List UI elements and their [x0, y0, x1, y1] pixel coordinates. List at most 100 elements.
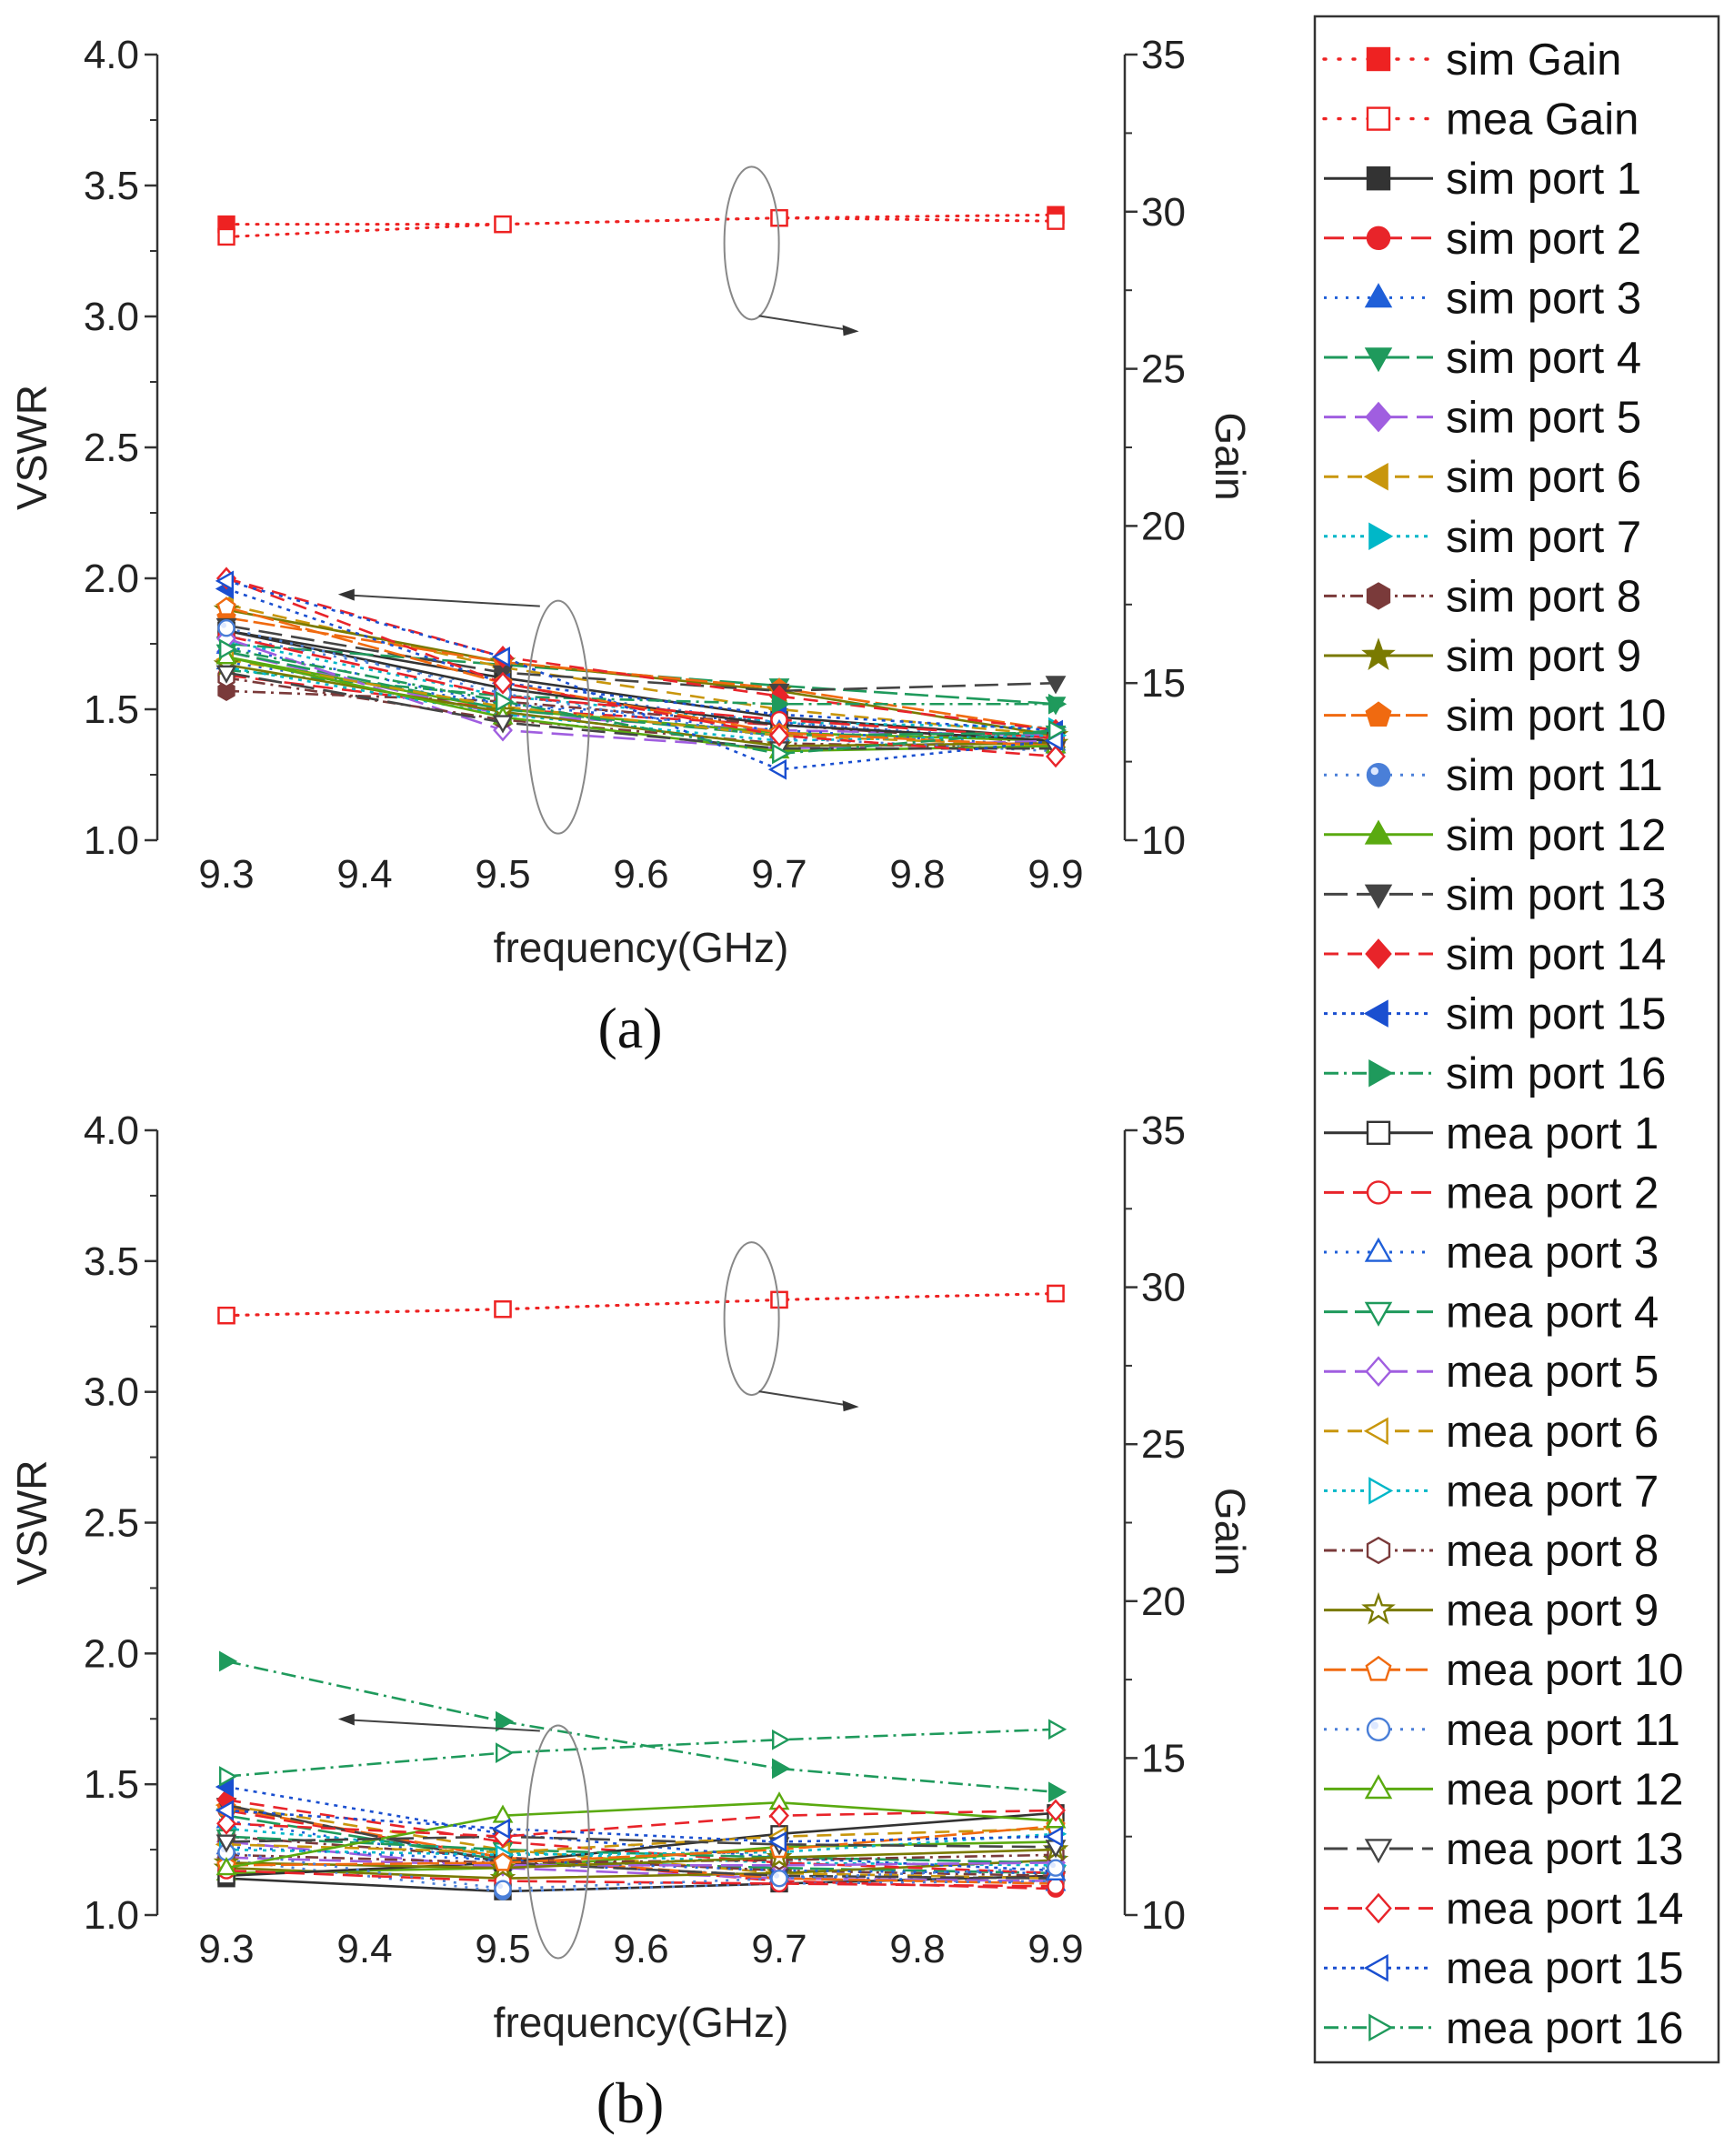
legend-marker-shape [1366, 1180, 1391, 1205]
legend-marker [1364, 347, 1393, 373]
legend-label: mea port 9 [1446, 1587, 1659, 1636]
legend-marker-shape [1363, 462, 1388, 491]
y-tick-label: 1.5 [84, 687, 139, 732]
series-line [226, 668, 1056, 706]
legend-marker-shape [1368, 1058, 1394, 1088]
series-line [226, 1848, 1057, 1870]
data-point-shape [215, 665, 237, 684]
series-line [226, 1809, 1057, 1843]
data-point [1044, 1826, 1064, 1848]
gain-line [225, 1292, 1057, 1318]
y-tick-label: 2.5 [84, 1501, 139, 1546]
data-point-shape [1044, 1826, 1064, 1848]
y2-tick-label: 25 [1141, 347, 1186, 392]
data-point [769, 1804, 789, 1828]
legend-marker [1366, 46, 1391, 72]
chart-panel-b: 1.0 1.5 2.0 2.5 3.0 3.5 4.0 10 15 20 25 30 35 9.3 9.4 9… [8, 1108, 1254, 2135]
legend-item: mea port 5 [1324, 1348, 1659, 1397]
legend-marker [1361, 637, 1396, 670]
data-point-shape [216, 597, 236, 616]
gain-point [494, 215, 512, 234]
legend-marker-shape [1366, 582, 1391, 610]
legend-item: mea port 13 [1324, 1825, 1684, 1874]
series-line [226, 1835, 1057, 1849]
data-point [1047, 1781, 1067, 1803]
legend-label: mea port 14 [1446, 1885, 1684, 1934]
x-tick-label: 9.5 [475, 1927, 530, 1971]
legend-marker [1366, 165, 1391, 191]
x-tick-label: 9.4 [336, 852, 392, 897]
series-line [226, 1824, 1057, 1867]
y2-tick-label: 25 [1141, 1422, 1186, 1467]
gain-point-shape [494, 1300, 512, 1319]
data-point-shape [772, 693, 791, 715]
panel-caption: (b) [596, 2071, 665, 2135]
series-line [226, 1809, 1057, 1839]
legend-marker [1364, 1774, 1393, 1800]
x-tick-label: 9.9 [1027, 852, 1083, 897]
series-line [226, 627, 1057, 753]
legend-marker-highlight [1370, 767, 1379, 776]
data-point [494, 1880, 512, 1898]
legend-marker-shape [1368, 2013, 1394, 2042]
legend-label: sim port 13 [1446, 870, 1666, 919]
legend-marker-shape [1366, 46, 1391, 72]
data-point [218, 1650, 238, 1672]
x-tick-label: 9.6 [613, 852, 668, 897]
y-axis-label: VSWR [8, 385, 55, 510]
y2-tick-label: 10 [1141, 1893, 1186, 1938]
series-line [226, 1835, 1057, 1878]
legend-item: sim port 14 [1324, 930, 1666, 979]
series-line [226, 577, 1057, 758]
legend-item: mea port 9 [1324, 1587, 1659, 1636]
data-point-shape [772, 1758, 791, 1780]
series-mea-port-15 [215, 1800, 1064, 1852]
series-line [226, 1859, 1057, 1880]
legend-marker-shape [1368, 522, 1394, 551]
data-point [1047, 719, 1067, 741]
series-line [226, 1811, 1057, 1878]
chart-panel-a: 1.0 1.5 2.0 2.5 3.0 3.5 4.0 10 15 20 25 30 35 9.3 9.4 9… [8, 33, 1254, 1060]
data-point [492, 1804, 514, 1823]
series-line [226, 674, 1057, 742]
data-point-shape [769, 1804, 789, 1828]
legend-marker [1364, 819, 1393, 845]
legend-marker [1366, 1536, 1391, 1565]
legend-marker [1364, 884, 1393, 909]
data-point [1047, 693, 1067, 715]
legend-marker-shape [1361, 637, 1396, 670]
legend-label: sim port 3 [1446, 274, 1641, 323]
series-mea-Gain [217, 1284, 1065, 1325]
legend-label: sim port 11 [1446, 751, 1663, 800]
data-point-shape [1047, 719, 1067, 741]
data-point [1047, 1719, 1067, 1740]
data-point [218, 1766, 238, 1787]
legend-label: mea port 4 [1446, 1289, 1659, 1338]
y2-tick-label: 20 [1141, 504, 1186, 548]
data-point [215, 1857, 237, 1876]
series-line [226, 656, 1057, 742]
series-line [226, 577, 1057, 732]
legend-marker [1365, 1356, 1392, 1388]
series-line [226, 1799, 1057, 1875]
legend-item: mea port 1 [1324, 1109, 1659, 1158]
data-point-shape [491, 1818, 510, 1840]
gain-point-shape [217, 1306, 236, 1325]
data-point-shape [770, 1870, 788, 1888]
gain-point [494, 1300, 512, 1319]
data-point [1047, 1877, 1065, 1896]
legend-marker-shape [1363, 1953, 1388, 1982]
data-point-shape [772, 743, 791, 765]
legend-marker [1366, 106, 1391, 131]
legend-marker [1366, 226, 1391, 250]
legend-box [1313, 15, 1720, 2064]
legend-label: sim port 15 [1446, 990, 1666, 1039]
data-point [215, 1800, 235, 1821]
data-point [215, 665, 237, 684]
x-tick-label: 9.8 [889, 852, 945, 897]
series-line [226, 663, 1057, 747]
legend-marker-shape [1365, 401, 1392, 433]
legend-marker-shape [1364, 1839, 1393, 1864]
x-tick-label: 9.7 [751, 852, 807, 897]
vswr-group-ellipse [526, 599, 590, 835]
